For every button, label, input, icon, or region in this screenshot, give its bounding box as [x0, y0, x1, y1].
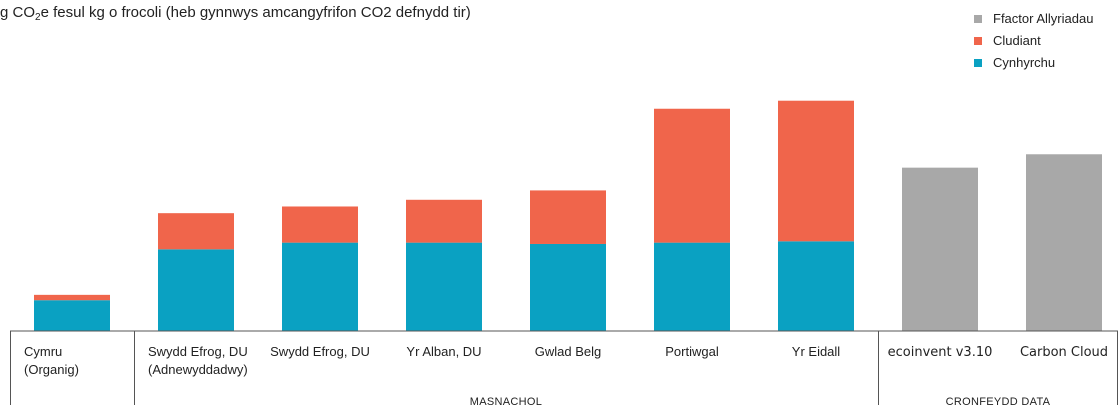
legend-swatch-1 [974, 37, 982, 45]
bar-segment-cynhyrchu-5 [654, 242, 730, 331]
bar-segment-cludiant-5 [654, 108, 730, 243]
bar-segment-cynhyrchu-2 [282, 242, 358, 331]
bar-segment-cludiant-1 [158, 213, 234, 250]
legend-label-2: Cynhyrchu [993, 55, 1056, 70]
legend-swatch-2 [974, 59, 982, 67]
bar-segment-ffactor-allyriadau-7 [902, 167, 978, 331]
x-tick-label-4: Gwlad Belg [535, 344, 601, 359]
legend-label-1: Cludiant [993, 33, 1041, 48]
x-tick-label-1-line2: (Adnewyddadwy) [148, 362, 248, 377]
x-tick-label-0: Cymru [24, 344, 62, 359]
legend-item-1: Cludiant [974, 33, 1093, 55]
x-tick-label-2: Swydd Efrog, DU [270, 344, 370, 359]
bar-segment-cludiant-4 [530, 190, 606, 244]
legend-swatch-0 [974, 15, 982, 23]
group-label-1: CRONFEYDD DATA [946, 396, 1051, 405]
bar-segment-cludiant-2 [282, 206, 358, 243]
legend-item-0: Ffactor Allyriadau [974, 11, 1093, 33]
legend-item-2: Cynhyrchu [974, 55, 1093, 77]
bar-segment-cynhyrchu-6 [778, 241, 854, 331]
x-tick-label-8: Carbon Cloud [1020, 345, 1108, 360]
bar-segment-cludiant-3 [406, 199, 482, 243]
legend-label-0: Ffactor Allyriadau [993, 11, 1094, 26]
x-tick-label-6: Yr Eidall [792, 344, 841, 359]
bar-segment-cynhyrchu-0 [34, 300, 110, 331]
chart-legend: Ffactor Allyriadau Cludiant Cynhyrchu [974, 11, 1093, 77]
bar-segment-cludiant-6 [778, 100, 854, 242]
x-tick-label-3: Yr Alban, DU [406, 344, 481, 359]
bar-segment-cynhyrchu-3 [406, 242, 482, 331]
bar-segment-ffactor-allyriadau-8 [1026, 154, 1102, 331]
bar-segment-cynhyrchu-4 [530, 243, 606, 331]
x-tick-label-7: ecoinvent v3.10 [888, 345, 993, 360]
chart-title: g CO2e fesul kg o frocoli (heb gynnwys a… [0, 4, 471, 23]
x-tick-label-1: Swydd Efrog, DU [148, 344, 248, 359]
bar-segment-cynhyrchu-1 [158, 249, 234, 331]
x-tick-label-5: Portiwgal [665, 344, 719, 359]
x-tick-label-0-line2: (Organig) [24, 362, 79, 377]
bar-segment-cludiant-0 [34, 294, 110, 301]
group-label-0: MASNACHOL [470, 396, 542, 405]
